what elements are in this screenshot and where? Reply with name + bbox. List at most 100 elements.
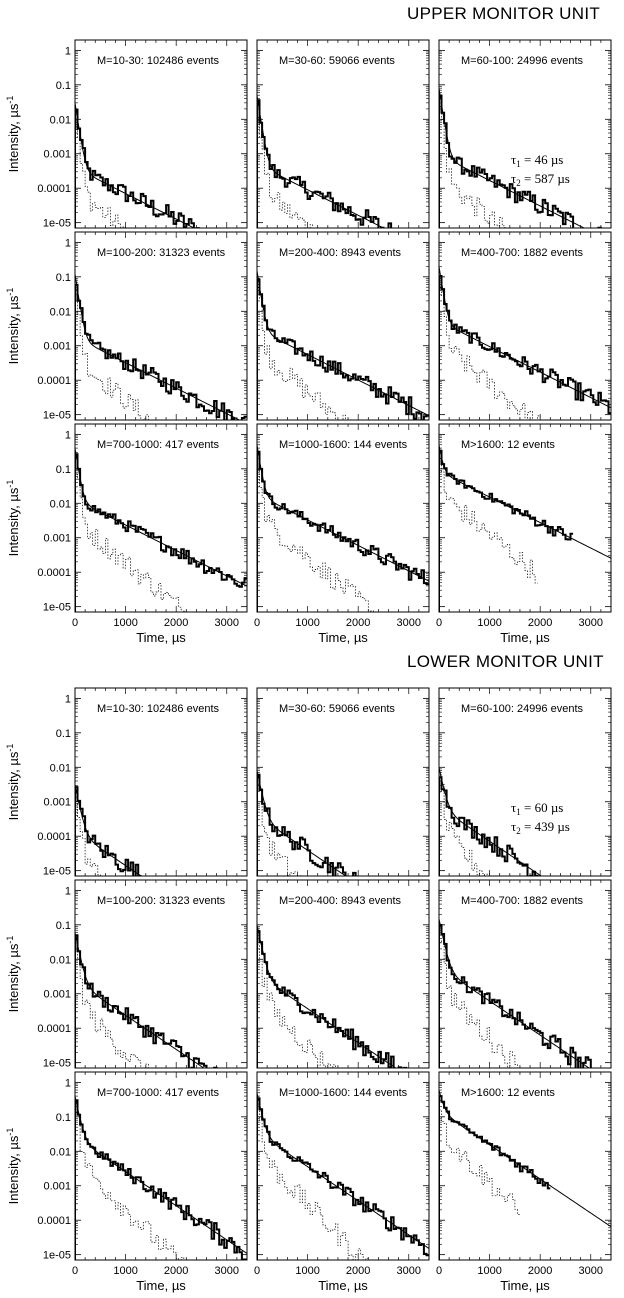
- chart-panel: 0 1000 2000 3000 Time, µs M=1000-1600: 144 ev…: [254, 1071, 430, 1293]
- chart-panel: M=60-100: 24996 events τ1 = 46 µs τ2 = 587…: [438, 39, 612, 229]
- secondary-histogram-series: [439, 106, 506, 228]
- secondary-histogram-series: [439, 457, 538, 584]
- y-tick-label: 0.0001: [37, 1215, 71, 1227]
- y-axis-label: Intensity, µs-1: [5, 1128, 21, 1205]
- panel-frame: [438, 39, 612, 229]
- tau1-annotation: τ1 = 60 µs: [511, 800, 563, 817]
- histogram-series: [75, 934, 218, 1068]
- y-tick-label: 1: [65, 885, 71, 897]
- chart-panel: M=400-700: 1882 events: [438, 231, 612, 421]
- tau2-annotation: τ2 = 439 µs: [511, 819, 570, 836]
- x-tick-label: 3000: [397, 1265, 421, 1277]
- x-tick-label: 2000: [346, 1265, 370, 1277]
- y-tick-label: 0.001: [43, 797, 71, 809]
- panel-label: M=700-1000: 417 events: [97, 1087, 220, 1099]
- chart-panel: M=200-400: 8943 events: [256, 879, 430, 1069]
- y-tick-label: 0.001: [43, 1181, 71, 1193]
- plot-area: [439, 1089, 611, 1260]
- panel-frame: [74, 423, 248, 613]
- panel-label: M=200-400: 8943 events: [279, 247, 402, 259]
- histogram-series: [439, 924, 592, 1068]
- panel-label: M=60-100: 24996 events: [461, 55, 584, 67]
- plot-area: [439, 266, 611, 420]
- x-tick-label: 0: [72, 1265, 78, 1277]
- x-tick-label: 1000: [295, 617, 319, 629]
- x-axis-label: Time, µs: [318, 630, 368, 645]
- x-tick-label: 1000: [477, 617, 501, 629]
- panel-label: M=30-60: 59066 events: [279, 703, 395, 715]
- fit-curve: [75, 448, 247, 587]
- chart-panel: M=30-60: 59066 events: [256, 687, 430, 877]
- histogram-series: [439, 275, 611, 420]
- x-tick-label: 2000: [164, 617, 188, 629]
- plot-area: [75, 785, 143, 876]
- fit-curve: [75, 1095, 247, 1254]
- secondary-histogram-series: [439, 287, 541, 420]
- lower-unit-title: LOWER MONITOR UNIT: [407, 652, 604, 671]
- tau1-annotation: τ1 = 46 µs: [511, 152, 563, 169]
- x-axis-label: Time, µs: [136, 1278, 186, 1293]
- secondary-histogram-series: [75, 1112, 185, 1260]
- y-tick-label: 1e-05: [43, 602, 71, 614]
- fit-curve: [75, 785, 143, 876]
- y-axis-label: Intensity, µs-1: [5, 288, 21, 365]
- fit-curve: [257, 1092, 429, 1249]
- fit-curve: [439, 1089, 611, 1228]
- x-tick-label: 3000: [215, 1265, 239, 1277]
- fit-curve: [439, 266, 611, 409]
- y-tick-label: 0.1: [56, 1112, 71, 1124]
- x-tick-label: 0: [436, 617, 442, 629]
- tau2-annotation: τ2 = 587 µs: [511, 171, 570, 188]
- plot-area: [439, 444, 611, 612]
- histogram-series: [75, 453, 247, 612]
- histogram-series: [257, 450, 429, 612]
- x-tick-label: 1000: [295, 1265, 319, 1277]
- x-tick-label: 2000: [528, 1265, 552, 1277]
- plot-area: [257, 1092, 429, 1260]
- y-tick-label: 0.1: [56, 728, 71, 740]
- x-tick-label: 0: [254, 1265, 260, 1277]
- y-tick-label: 1: [65, 237, 71, 249]
- chart-panel: M=60-100: 24996 events τ1 = 60 µs τ2 = 439…: [438, 687, 612, 877]
- panel-label: M>1600: 12 events: [461, 1087, 555, 1099]
- y-axis-label: Intensity, µs-1: [5, 96, 21, 173]
- y-axis-label: Intensity, µs-1: [5, 480, 21, 557]
- secondary-histogram-series: [257, 944, 336, 1068]
- panel-label: M=1000-1600: 144 events: [279, 1087, 408, 1099]
- fit-curve: [257, 444, 429, 582]
- x-tick-label: 3000: [397, 617, 421, 629]
- secondary-histogram-series: [257, 1103, 369, 1260]
- y-tick-label: 1e-05: [43, 1058, 71, 1070]
- x-tick-label: 2000: [164, 1265, 188, 1277]
- chart-panel: 0 1000 2000 3000 Time, µs M=1000-1600: 144 ev…: [254, 423, 430, 645]
- x-tick-label: 2000: [346, 617, 370, 629]
- plot-area: [257, 770, 357, 876]
- y-tick-label: 0.1: [56, 80, 71, 92]
- chart-panel: 1 0.1 0.01 0.001 0.0001 1e-050 1000 2000 3000 Tim…: [5, 1071, 248, 1293]
- histogram-series: [257, 930, 408, 1068]
- fit-curve: [439, 444, 611, 559]
- y-tick-label: 0.0001: [37, 831, 71, 843]
- secondary-histogram-series: [257, 117, 313, 228]
- upper-unit-title: UPPER MONITOR UNIT: [407, 4, 601, 23]
- chart-panel: 0 1000 2000 3000 Time, µs M>1600: 12 events: [436, 423, 612, 645]
- x-tick-label: 1000: [113, 617, 137, 629]
- panel-label: M>1600: 12 events: [461, 439, 555, 451]
- plot-area: [75, 1095, 247, 1260]
- x-tick-label: 3000: [579, 617, 603, 629]
- y-tick-label: 0.01: [50, 114, 71, 126]
- plot-area: [257, 924, 408, 1068]
- y-tick-label: 0.01: [50, 306, 71, 318]
- panel-label: M=400-700: 1882 events: [461, 895, 584, 907]
- panel-frame: [74, 687, 248, 877]
- histogram-series: [75, 283, 247, 420]
- y-tick-label: 0.1: [56, 920, 71, 932]
- x-tick-label: 3000: [579, 1265, 603, 1277]
- y-tick-label: 1: [65, 693, 71, 705]
- panel-frame: [256, 423, 430, 613]
- panel-label: M=200-400: 8943 events: [279, 895, 402, 907]
- panel-frame: [256, 687, 430, 877]
- chart-panel: M=400-700: 1882 events: [438, 879, 612, 1069]
- x-tick-label: 1000: [477, 1265, 501, 1277]
- histogram-series: [439, 94, 602, 228]
